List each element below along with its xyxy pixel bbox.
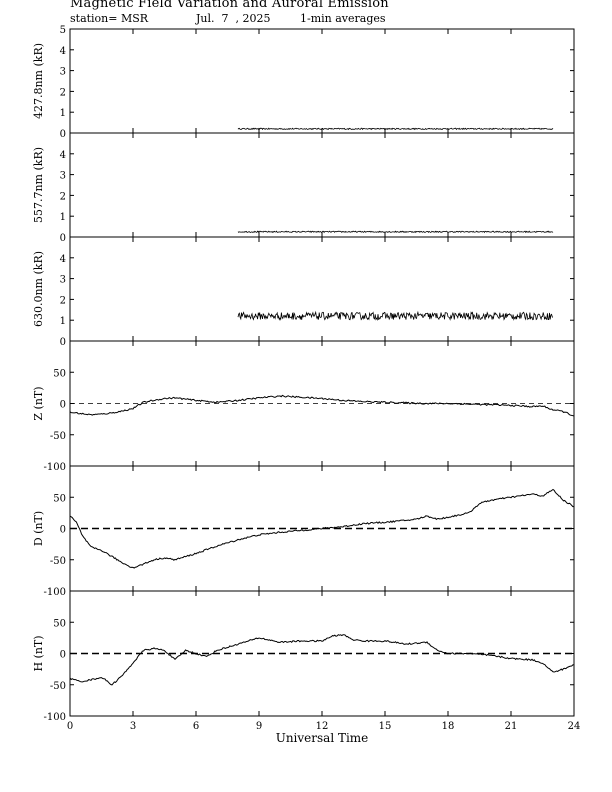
panel-frame xyxy=(69,236,575,342)
y-tick-label: -50 xyxy=(50,431,66,442)
series-line xyxy=(69,488,574,569)
panel-3: 0 1 2 3 4 630.0nm (kR) xyxy=(32,236,575,348)
panel-frame xyxy=(69,132,575,238)
panel-frame xyxy=(69,28,575,134)
y-tick-label: 3 xyxy=(60,275,66,286)
x-tick-label: 15 xyxy=(379,721,392,732)
y-tick-label: -100 xyxy=(44,712,66,723)
x-tick-label: 3 xyxy=(130,721,136,732)
station-label: station= MSR xyxy=(70,12,149,25)
x-tick-label: 18 xyxy=(442,721,455,732)
panel-2: 0 1 2 3 4 557.7nm (kR) xyxy=(32,132,575,244)
panel-4: -100 -50 0 50 Z (nT) xyxy=(32,340,575,473)
chart-title: Magnetic Field Variation and Auroral Emi… xyxy=(70,0,389,11)
y-axis-label: 427.8nm (kR) xyxy=(32,43,45,119)
series-line xyxy=(69,394,575,417)
series-line xyxy=(237,127,554,131)
y-tick-label: 1 xyxy=(60,212,66,223)
x-axis-label: Universal Time xyxy=(276,731,369,745)
series-line xyxy=(237,310,554,322)
y-tick-label: 0 xyxy=(60,650,66,661)
y-tick-label: 0 xyxy=(60,525,66,536)
y-tick-label: -50 xyxy=(50,556,66,567)
x-tick-label: 24 xyxy=(568,721,581,732)
y-tick-label: 3 xyxy=(60,171,66,182)
y-tick-label: 4 xyxy=(60,46,66,57)
y-axis-label: D (nT) xyxy=(32,511,45,546)
y-tick-label: 0 xyxy=(60,233,66,244)
y-axis-label: H (nT) xyxy=(32,635,45,671)
panel-6: -100 -50 0 50 H (nT) 0 3 6 9 12 15 18 21 24 Universal … xyxy=(32,590,581,745)
x-tick-label: 21 xyxy=(505,721,518,732)
y-tick-label: 2 xyxy=(60,191,66,202)
y-axis-label: Z (nT) xyxy=(32,386,45,420)
y-tick-label: 50 xyxy=(53,618,66,629)
series-line xyxy=(69,634,575,686)
averaging-label: 1-min averages xyxy=(300,12,386,25)
y-tick-label: 0 xyxy=(60,400,66,411)
panel-5: -100 -50 0 50 D (nT) xyxy=(32,465,575,598)
y-tick-label: 2 xyxy=(60,87,66,98)
panel-frame xyxy=(69,590,575,717)
y-tick-label: 0 xyxy=(60,337,66,348)
y-tick-label: 2 xyxy=(60,295,66,306)
y-tick-label: 50 xyxy=(53,493,66,504)
y-tick-label: 4 xyxy=(60,254,66,265)
y-tick-label: 50 xyxy=(53,368,66,379)
y-tick-label: 1 xyxy=(60,108,66,119)
y-tick-label: -50 xyxy=(50,681,66,692)
y-tick-label: 5 xyxy=(60,25,66,36)
x-tick-label: 0 xyxy=(67,721,73,732)
x-tick-label: 12 xyxy=(316,721,329,732)
y-tick-label: 0 xyxy=(60,129,66,140)
y-tick-label: 1 xyxy=(60,316,66,327)
y-tick-label: 4 xyxy=(60,150,66,161)
y-axis-label: 557.7nm (kR) xyxy=(32,147,45,223)
panel-1: 0 1 2 3 4 5 427.8nm (kR) xyxy=(32,25,575,140)
y-tick-label: 3 xyxy=(60,67,66,78)
y-tick-label: -100 xyxy=(44,587,66,598)
x-tick-label: 6 xyxy=(193,721,199,732)
y-tick-label: -100 xyxy=(44,462,66,473)
y-axis-label: 630.0nm (kR) xyxy=(32,251,45,327)
x-tick-label: 9 xyxy=(256,721,262,732)
date-label: Jul. 7 , 2025 xyxy=(196,12,271,25)
series-line xyxy=(237,230,554,234)
